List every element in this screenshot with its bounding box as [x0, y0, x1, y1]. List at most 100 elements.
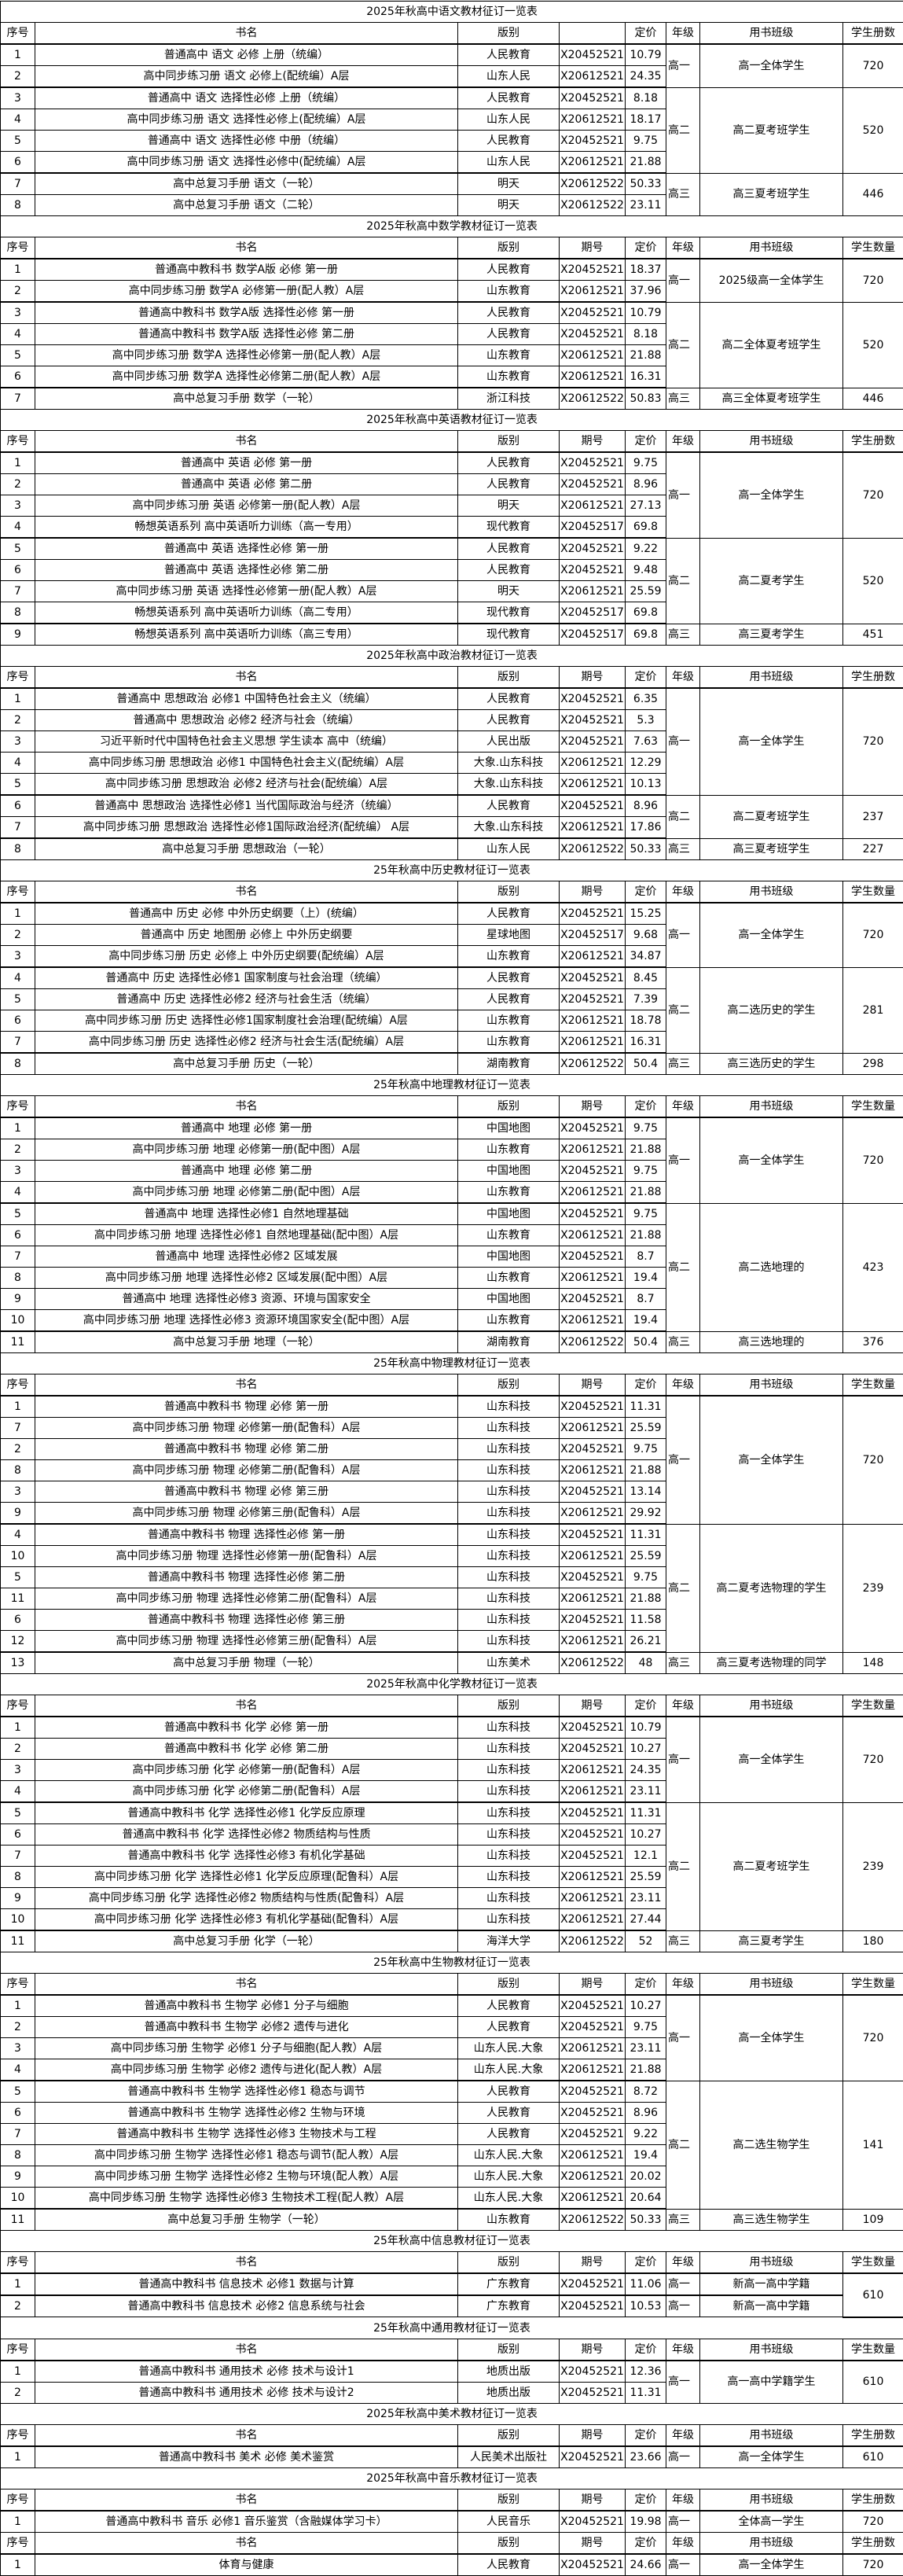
issue-no: X20452521 — [560, 538, 626, 560]
header-price: 定价 — [626, 1374, 666, 1397]
book-name: 高中同步练习册 化学 选择性必修3 有机化学基础(配鲁科）A层 — [35, 1909, 458, 1931]
seq: 7 — [1, 388, 35, 410]
header-grade: 年级 — [666, 23, 700, 45]
price: 50.4 — [626, 1053, 666, 1075]
seq: 6 — [1, 152, 35, 174]
seq: 2 — [1, 1139, 35, 1161]
price: 37.96 — [626, 281, 666, 303]
publisher: 山东人民.大象 — [458, 2145, 560, 2166]
issue-no: X20452521 — [560, 1824, 626, 1846]
header-seq: 序号 — [1, 1096, 35, 1118]
seq: 5 — [1, 2081, 35, 2103]
header-price: 定价 — [626, 667, 666, 689]
table-title-row: 25年秋高中生物教材征订一览表 — [1, 1952, 903, 1974]
table-title: 25年秋高中历史教材征订一览表 — [1, 860, 903, 881]
issue-no: X20612521 — [560, 1310, 626, 1332]
issue-no: X20452521 — [560, 259, 626, 281]
seq: 3 — [1, 495, 35, 517]
publisher: 人民教育 — [458, 2081, 560, 2103]
issue-no: X20452521 — [560, 474, 626, 495]
grade: 高三 — [666, 1652, 700, 1674]
publisher: 山东人民 — [458, 109, 560, 131]
price: 11.06 — [626, 2273, 666, 2295]
seq: 5 — [1, 131, 35, 152]
class: 高一全体学生 — [700, 688, 843, 795]
book-name: 普通高中教科书 化学 必修 第二册 — [35, 1739, 458, 1760]
header-class: 用书班级 — [700, 237, 843, 259]
price: 50.33 — [626, 2209, 666, 2231]
issue-no: X20452521 — [560, 452, 626, 474]
header-publisher: 版别 — [458, 2252, 560, 2274]
seq: 6 — [1, 1010, 35, 1032]
seq: 8 — [1, 195, 35, 216]
book-name: 普通高中 思想政治 选择性必修1 当代国际政治与经济（统编） — [35, 795, 458, 817]
student-count: 446 — [843, 388, 903, 410]
issue-no: X20612521 — [560, 366, 626, 388]
book-name: 习近平新时代中国特色社会主义思想 学生读本 高中（统编） — [35, 731, 458, 753]
book-name: 高中总复习手册 语文（二轮） — [35, 195, 458, 216]
publisher: 人民教育 — [458, 903, 560, 925]
book-name: 普通高中教科书 生物学 必修1 分子与细胞 — [35, 1995, 458, 2017]
class: 高三选地理的 — [700, 1331, 843, 1353]
student-count: 610 — [843, 2446, 903, 2468]
price: 17.86 — [626, 817, 666, 839]
book-name: 畅想英语系列 高中英语听力训练（高二专用） — [35, 602, 458, 624]
issue-no: X20612521 — [560, 817, 626, 839]
seq: 3 — [1, 946, 35, 968]
grade: 高一 — [666, 2295, 700, 2317]
header-class: 用书班级 — [700, 667, 843, 689]
publisher: 山东科技 — [458, 1503, 560, 1525]
seq: 6 — [1, 2103, 35, 2124]
publisher: 人民出版 — [458, 731, 560, 753]
table-title-row: 2025年秋高中音乐教材征订一览表 — [1, 2467, 903, 2489]
publisher: 明天 — [458, 173, 560, 195]
header-class: 用书班级 — [700, 881, 843, 903]
issue-no: X20612521 — [560, 2038, 626, 2059]
issue-no: X20452521 — [560, 131, 626, 152]
grade: 高二 — [666, 302, 700, 388]
header-row: 序号书名版别定价年级用书班级学生册数 — [1, 23, 903, 45]
price: 9.75 — [626, 1439, 666, 1460]
seq: 1 — [1, 1396, 35, 1418]
header-seq: 序号 — [1, 2252, 35, 2274]
issue-no: X20612521 — [560, 1909, 626, 1931]
book-name: 畅想英语系列 高中英语听力训练（高三专用） — [35, 624, 458, 646]
book-name: 高中同步练习册 物理 必修第三册(配鲁科）A层 — [35, 1503, 458, 1525]
publisher: 山东科技 — [458, 1760, 560, 1781]
book-name: 普通高中教科书 数学A版 选择性必修 第二册 — [35, 324, 458, 345]
issue-no: X20612521 — [560, 1631, 626, 1653]
class: 高一全体学生 — [700, 452, 843, 538]
issue-no: X20612521 — [560, 281, 626, 303]
issue-no: X20452521 — [560, 1717, 626, 1739]
price: 10.53 — [626, 2295, 666, 2317]
publisher: 湖南教育 — [458, 1053, 560, 1075]
seq: 7 — [1, 581, 35, 602]
book-name: 普通高中 地理 选择性必修3 资源、环境与国家安全 — [35, 1289, 458, 1310]
class: 高三夏考班学生 — [700, 173, 843, 216]
publisher: 广东教育 — [458, 2273, 560, 2295]
publisher: 山东科技 — [458, 1481, 560, 1503]
price: 12.29 — [626, 753, 666, 774]
price: 69.8 — [626, 602, 666, 624]
grade: 高一 — [666, 1717, 700, 1802]
class: 高二全体夏考班学生 — [700, 302, 843, 388]
price: 11.31 — [626, 2382, 666, 2403]
publisher: 明天 — [458, 195, 560, 216]
book-name: 高中同步练习册 化学 必修第一册(配鲁科）A层 — [35, 1760, 458, 1781]
price: 69.8 — [626, 517, 666, 539]
seq: 5 — [1, 1567, 35, 1588]
header-publisher: 版别 — [458, 237, 560, 259]
price: 9.75 — [626, 1567, 666, 1588]
seq: 5 — [1, 538, 35, 560]
header-issue-no: 期号 — [560, 1374, 626, 1397]
book-name: 高中同步练习册 思想政治 必修1 中国特色社会主义(配统编）A层 — [35, 753, 458, 774]
header-student-count: 学生数量 — [843, 2339, 903, 2361]
header-grade: 年级 — [666, 2252, 700, 2274]
student-count: 281 — [843, 967, 903, 1053]
issue-no: X20612522 — [560, 838, 626, 860]
issue-no: X20612521 — [560, 1225, 626, 1246]
